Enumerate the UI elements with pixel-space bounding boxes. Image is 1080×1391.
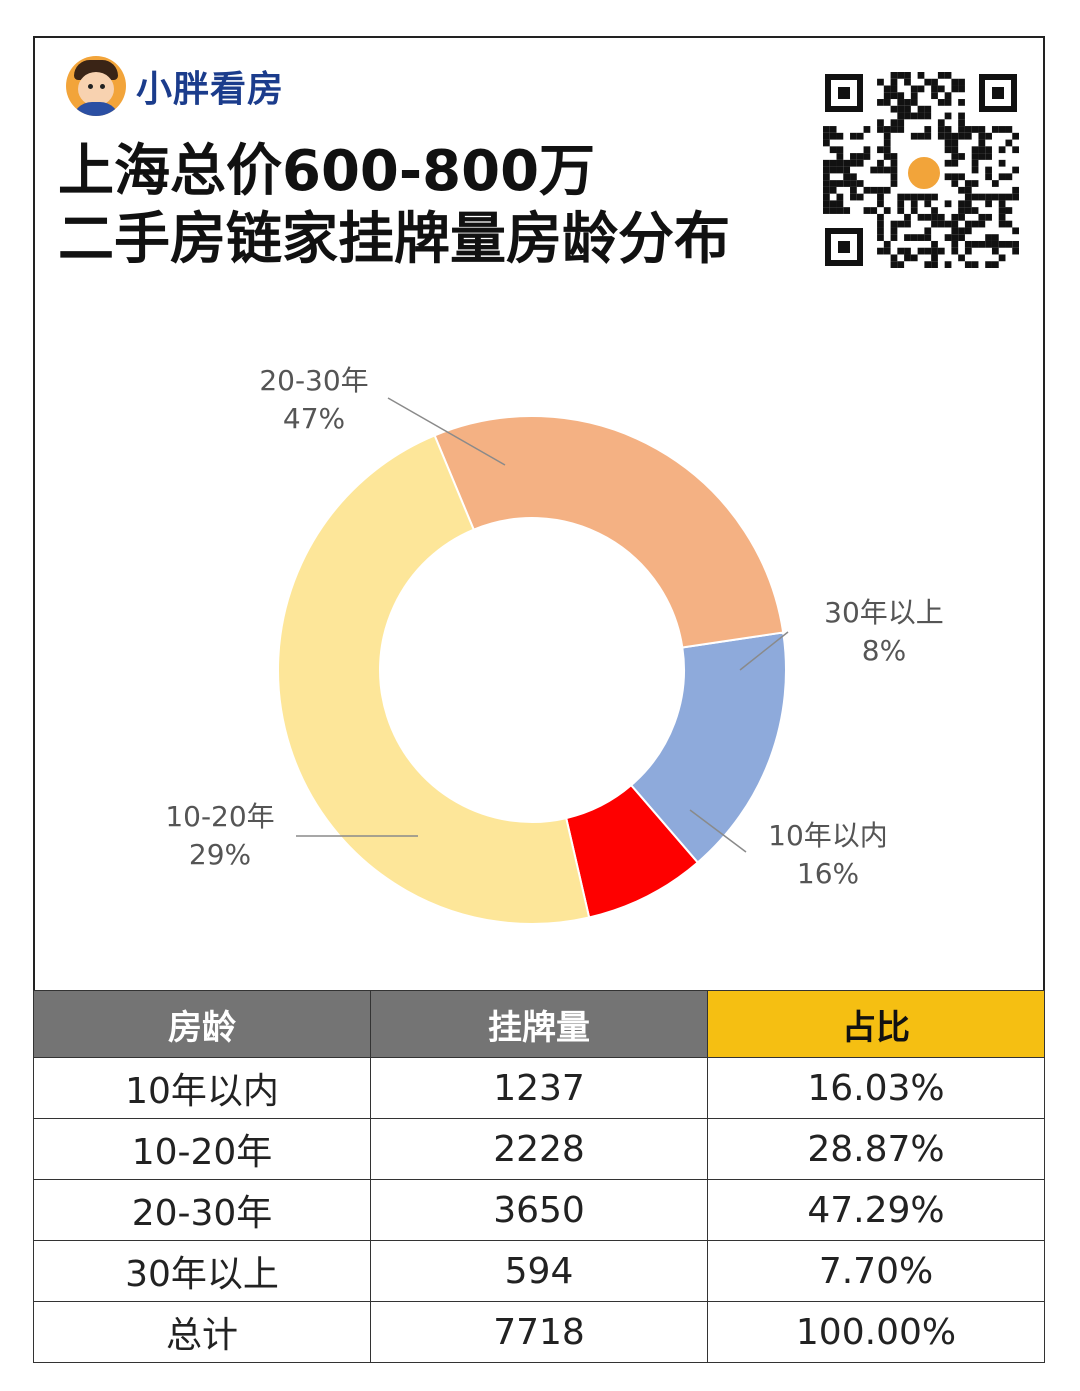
slice-label: 10-20年	[165, 800, 274, 833]
slice-percent-label: 29%	[189, 838, 251, 871]
cell-age: 30年以上	[33, 1240, 371, 1302]
cell-count: 2228	[370, 1118, 708, 1180]
title-line-2: 二手房链家挂牌量房龄分布	[58, 207, 730, 272]
slice-label: 10年以内	[768, 819, 888, 852]
cell-count: 594	[370, 1240, 708, 1302]
cell-share: 16.03%	[707, 1057, 1045, 1119]
table-header-row: 房龄 挂牌量 占比	[33, 990, 1045, 1058]
slice-label: 30年以上	[824, 596, 944, 629]
donut-slice	[433, 415, 785, 649]
donut-slice	[277, 434, 591, 925]
cell-age: 总计	[33, 1301, 371, 1363]
donut-chart: 30年以上 8% 10年以内 16% 10-20年 29% 20-30年 47%	[165, 364, 944, 925]
cell-age: 10-20年	[33, 1118, 371, 1180]
cell-share: 47.29%	[707, 1179, 1045, 1241]
table-row: 20-30年 3650 47.29%	[33, 1179, 1045, 1241]
cell-share: 7.70%	[707, 1240, 1045, 1302]
header-count: 挂牌量	[370, 990, 708, 1058]
cell-count: 3650	[370, 1179, 708, 1241]
slice-percent-label: 8%	[862, 634, 906, 667]
data-table: 房龄 挂牌量 占比 10年以内 1237 16.03% 10-20年 2228 …	[33, 990, 1045, 1363]
cell-count: 1237	[370, 1057, 708, 1119]
avatar	[66, 56, 126, 116]
donut-slice	[629, 631, 787, 864]
header-age: 房龄	[33, 990, 371, 1058]
cell-count: 7718	[370, 1301, 708, 1363]
page-title: 上海总价600-800万 二手房链家挂牌量房龄分布	[58, 138, 730, 274]
slice-percent-label: 47%	[283, 402, 345, 435]
table-row: 10-20年 2228 28.87%	[33, 1118, 1045, 1180]
leader-line	[387, 397, 506, 466]
leader-line	[739, 631, 789, 671]
table-row: 10年以内 1237 16.03%	[33, 1057, 1045, 1119]
brand: 小胖看房	[66, 56, 284, 116]
qr-logo-icon	[905, 154, 943, 192]
table-row-total: 总计 7718 100.00%	[33, 1301, 1045, 1363]
cell-share: 100.00%	[707, 1301, 1045, 1363]
slice-label: 20-30年	[259, 364, 368, 397]
slice-percent-label: 16%	[797, 857, 859, 890]
title-line-1: 上海总价600-800万	[58, 139, 596, 204]
leader-line	[689, 809, 747, 853]
brand-name: 小胖看房	[136, 69, 285, 110]
cell-share: 28.87%	[707, 1118, 1045, 1180]
header-share: 占比	[707, 990, 1045, 1058]
table-row: 30年以上 594 7.70%	[33, 1240, 1045, 1302]
qr-code	[823, 72, 1019, 268]
cell-age: 10年以内	[33, 1057, 371, 1119]
cell-age: 20-30年	[33, 1179, 371, 1241]
